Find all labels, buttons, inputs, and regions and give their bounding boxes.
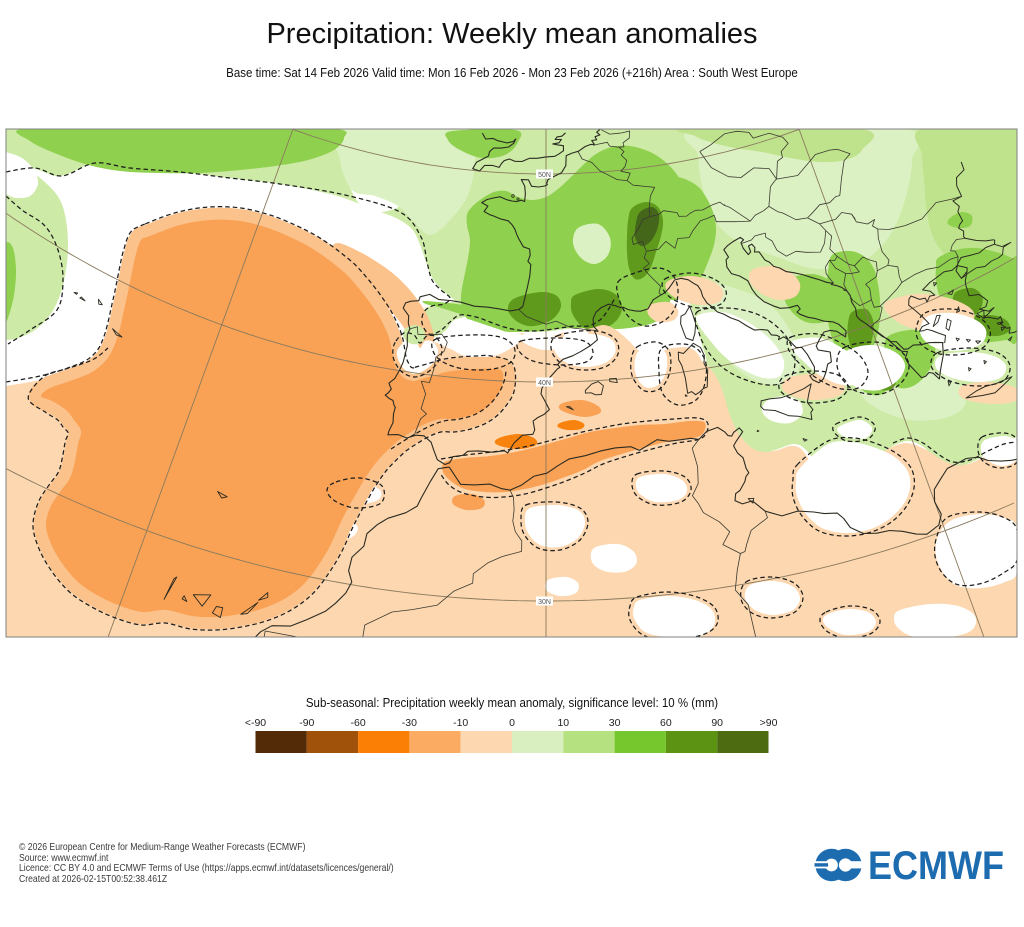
svg-text:-60: -60: [351, 717, 366, 729]
svg-text:-30: -30: [402, 717, 417, 729]
svg-text:<-90: <-90: [245, 717, 266, 729]
svg-text:ECMWF: ECMWF: [868, 846, 1004, 884]
svg-text:-10: -10: [453, 717, 468, 729]
svg-text:10: 10: [557, 717, 569, 729]
svg-text:-90: -90: [299, 717, 314, 729]
svg-text:30N: 30N: [538, 599, 551, 606]
svg-text:30: 30: [609, 717, 621, 729]
svg-text:60: 60: [660, 717, 672, 729]
svg-text:90: 90: [711, 717, 723, 729]
svg-text:0: 0: [509, 717, 515, 729]
svg-text:50N: 50N: [538, 172, 551, 179]
svg-text:>90: >90: [760, 717, 778, 729]
svg-text:40N: 40N: [538, 380, 551, 387]
